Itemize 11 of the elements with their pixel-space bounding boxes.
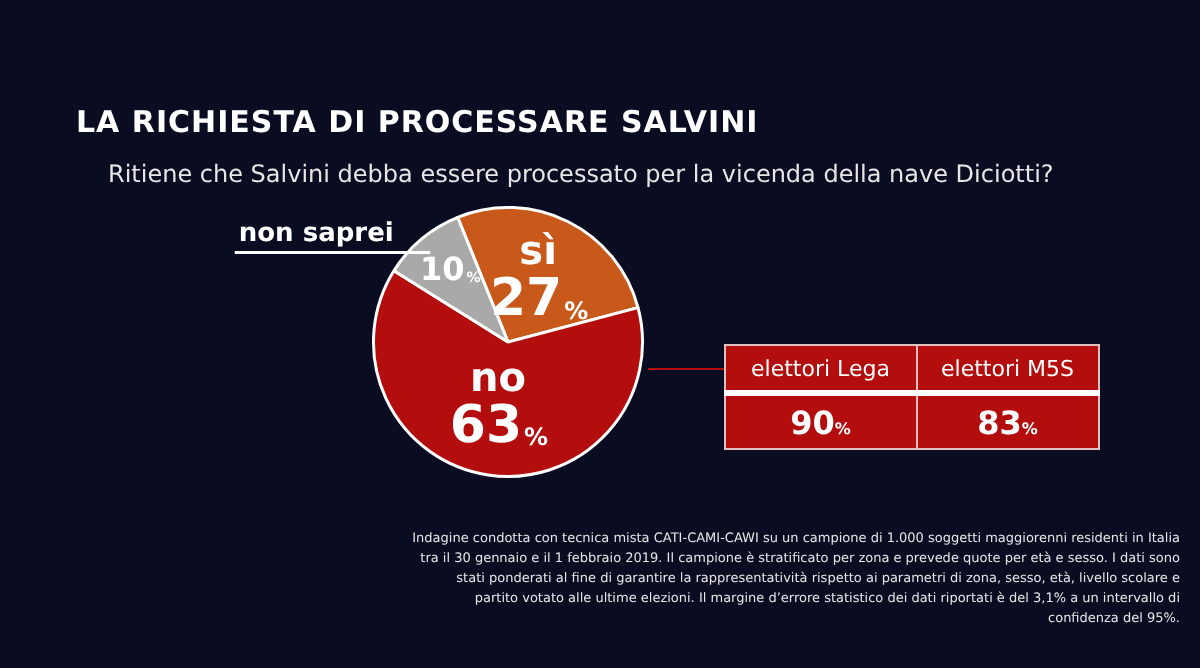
chart-title: LA RICHIESTA DI PROCESSARE SALVINI [76, 104, 759, 140]
data-label: 63% [449, 395, 549, 456]
slice-label: sì [519, 226, 557, 275]
category-label: elettori M5S [916, 345, 1099, 393]
slice-label: no [469, 352, 526, 401]
data-label: 27% [489, 269, 589, 330]
category-label: elettori Lega [725, 345, 916, 393]
chart-subtitle: Ritiene che Salvini debba essere processato per la vicenda della nave Diciotti? [108, 160, 1054, 188]
slice-label: non saprei [238, 219, 394, 250]
data-label: 83% [977, 403, 1038, 441]
data-label: 90% [790, 403, 851, 441]
